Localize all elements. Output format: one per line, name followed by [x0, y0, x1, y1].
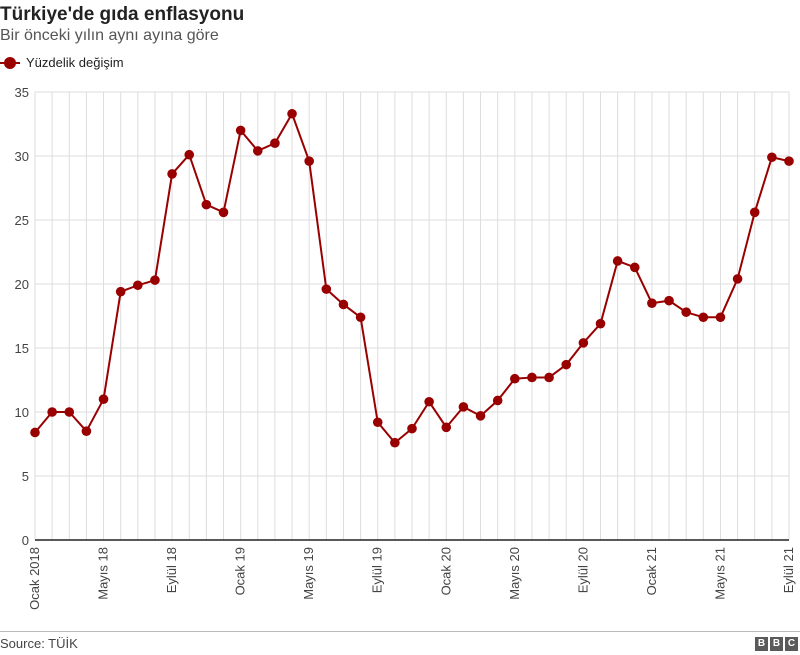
- data-point: [133, 280, 143, 291]
- data-point: [527, 372, 537, 383]
- data-point: [372, 417, 383, 428]
- data-point: [81, 426, 92, 437]
- legend: Yüzdelik değişim: [0, 55, 124, 70]
- x-tick-label: Mayıs 21: [712, 547, 727, 600]
- data-point: [30, 427, 40, 438]
- y-tick-label: 35: [15, 85, 29, 100]
- data-point: [252, 146, 263, 156]
- y-tick-label: 0: [22, 533, 29, 548]
- data-point: [184, 149, 195, 160]
- data-point: [475, 411, 486, 421]
- x-tick-label: Eylül 20: [575, 547, 590, 593]
- data-point: [629, 262, 640, 273]
- data-point: [321, 284, 332, 294]
- x-tick-label: Eylül 19: [370, 547, 385, 593]
- data-point: [407, 423, 417, 434]
- y-tick-label: 5: [22, 469, 29, 484]
- data-point: [47, 407, 57, 417]
- data-point: [749, 207, 760, 218]
- data-point: [235, 125, 246, 136]
- x-tick-label: Mayıs 19: [301, 547, 316, 600]
- data-point: [304, 156, 314, 166]
- x-tick-label: Ocak 20: [438, 547, 453, 595]
- y-tick-label: 25: [15, 213, 29, 228]
- data-point: [510, 373, 520, 384]
- y-tick-label: 20: [15, 277, 29, 292]
- data-point: [458, 402, 469, 412]
- y-tick-label: 10: [15, 405, 29, 420]
- data-point: [218, 207, 229, 218]
- data-point: [338, 299, 349, 310]
- footer-divider: [0, 631, 800, 632]
- y-tick-label: 30: [15, 149, 29, 164]
- data-point: [287, 108, 297, 119]
- x-tick-label: Ocak 21: [644, 547, 659, 595]
- data-point: [492, 395, 503, 406]
- data-point: [561, 359, 572, 370]
- data-point: [98, 394, 109, 405]
- data-point: [355, 312, 366, 323]
- data-point: [681, 307, 691, 317]
- data-point: [664, 295, 674, 306]
- data-point: [390, 437, 400, 448]
- legend-marker-icon: [0, 56, 20, 69]
- data-point: [732, 274, 743, 284]
- x-tick-label: Mayıs 18: [96, 547, 111, 600]
- source-text: Source: TÜİK: [0, 636, 78, 651]
- y-tick-label: 15: [15, 341, 29, 356]
- data-point: [167, 169, 177, 179]
- data-point: [612, 256, 623, 266]
- line-chart: 0 5 10 15 20 25 30 35 Ocak 2018 Mayıs 18 Eylül 18 O…: [15, 85, 796, 610]
- x-tick-label: Ocak 19: [233, 547, 248, 595]
- data-point: [424, 396, 434, 407]
- chart-title: Türkiye'de gıda enflasyonu: [0, 4, 245, 25]
- data-point: [201, 199, 212, 210]
- data-point: [544, 372, 554, 383]
- x-tick-label: Ocak 2018: [27, 547, 42, 610]
- data-point: [647, 298, 657, 309]
- data-point: [441, 422, 452, 433]
- data-point: [64, 407, 75, 417]
- x-tick-label: Mayıs 20: [507, 547, 522, 600]
- data-point: [115, 286, 126, 297]
- data-point: [595, 318, 606, 329]
- data-point: [698, 312, 709, 323]
- data-point: [270, 138, 280, 148]
- x-tick-label: Eylül 18: [164, 547, 179, 593]
- data-point: [767, 152, 777, 163]
- chart-subtitle: Bir önceki yılın aynı ayına göre: [0, 27, 219, 44]
- data-point: [784, 156, 794, 166]
- x-tick-label: Eylül 21: [781, 547, 796, 593]
- data-point: [715, 312, 726, 323]
- data-point: [578, 338, 589, 348]
- data-point: [150, 275, 160, 285]
- legend-label: Yüzdelik değişim: [26, 55, 124, 70]
